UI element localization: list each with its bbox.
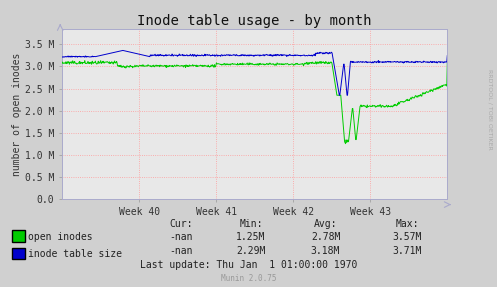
Text: inode table size: inode table size bbox=[28, 249, 122, 259]
Text: Max:: Max: bbox=[396, 219, 419, 229]
Text: Cur:: Cur: bbox=[169, 219, 193, 229]
Text: 3.18M: 3.18M bbox=[311, 246, 340, 256]
Text: Munin 2.0.75: Munin 2.0.75 bbox=[221, 274, 276, 283]
Text: 3.71M: 3.71M bbox=[393, 246, 422, 256]
Text: 2.78M: 2.78M bbox=[311, 232, 340, 242]
Text: Min:: Min: bbox=[239, 219, 263, 229]
Text: Avg:: Avg: bbox=[314, 219, 337, 229]
Y-axis label: number of open inodes: number of open inodes bbox=[12, 53, 22, 176]
Text: RRDTOOL / TOBI OETIKER: RRDTOOL / TOBI OETIKER bbox=[487, 69, 492, 150]
Text: -nan: -nan bbox=[169, 246, 193, 256]
Text: Last update: Thu Jan  1 01:00:00 1970: Last update: Thu Jan 1 01:00:00 1970 bbox=[140, 260, 357, 270]
Text: 2.29M: 2.29M bbox=[236, 246, 266, 256]
Text: open inodes: open inodes bbox=[28, 232, 93, 242]
Text: -nan: -nan bbox=[169, 232, 193, 242]
Text: 1.25M: 1.25M bbox=[236, 232, 266, 242]
Text: 3.57M: 3.57M bbox=[393, 232, 422, 242]
Title: Inode table usage - by month: Inode table usage - by month bbox=[138, 13, 372, 28]
